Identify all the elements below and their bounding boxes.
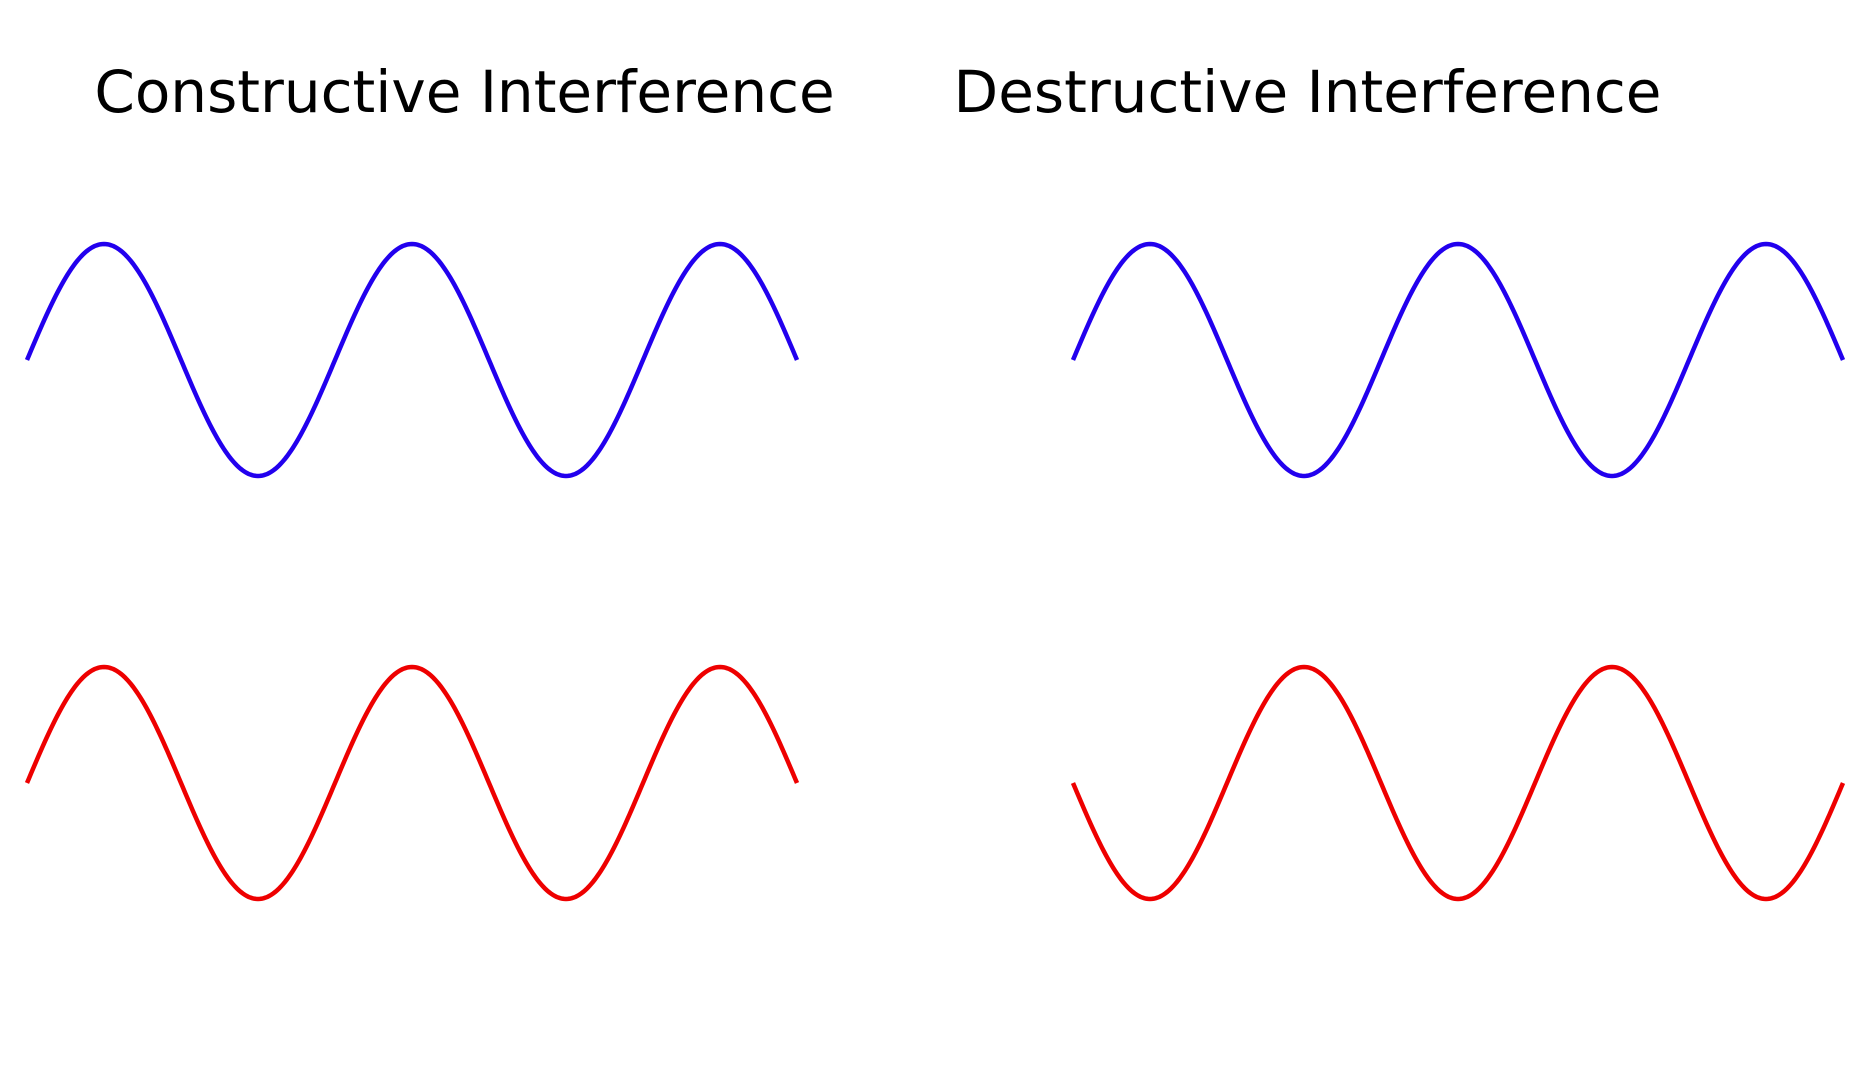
destructive-panel: Destructive Interference bbox=[935, 0, 1870, 1080]
constructive-title: Constructive Interference bbox=[94, 58, 835, 126]
destructive-blue-wave bbox=[1070, 241, 1846, 479]
constructive-panel: Constructive Interference bbox=[94, 58, 835, 126]
constructive-blue-wave bbox=[24, 241, 800, 479]
destructive-red-wave bbox=[1070, 664, 1846, 902]
constructive-red-wave bbox=[24, 664, 800, 902]
destructive-title: Destructive Interference bbox=[953, 58, 1662, 126]
